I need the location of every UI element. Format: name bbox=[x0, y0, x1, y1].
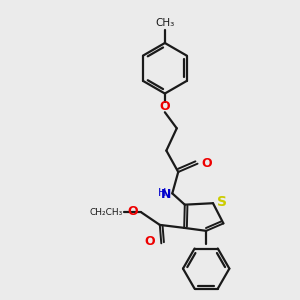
Text: CH₂CH₃: CH₂CH₃ bbox=[89, 208, 123, 217]
Text: S: S bbox=[217, 195, 226, 209]
Text: O: O bbox=[144, 235, 155, 248]
Text: N: N bbox=[161, 188, 171, 201]
Text: CH₃: CH₃ bbox=[155, 17, 175, 28]
Text: O: O bbox=[201, 157, 212, 169]
Text: O: O bbox=[160, 100, 170, 113]
Text: H: H bbox=[158, 188, 166, 198]
Text: O: O bbox=[127, 205, 138, 218]
